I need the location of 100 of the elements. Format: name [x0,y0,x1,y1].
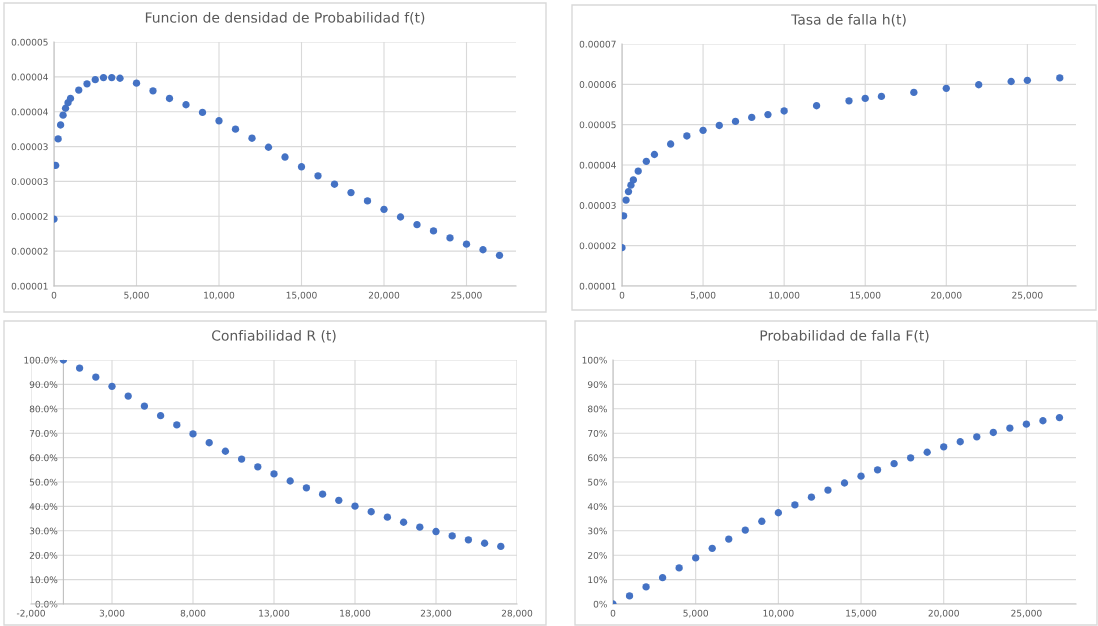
point [254,463,262,471]
point [363,197,372,205]
y-tick-label: 0.00002 [11,213,48,220]
y-tick-label: 10.0% [30,576,58,584]
point [215,117,223,125]
point [221,447,230,455]
point [857,472,865,480]
x-tick-label: 25,000 [451,291,482,300]
point [189,430,197,438]
point [942,84,950,93]
point [396,213,405,221]
point [791,501,799,509]
point [66,94,75,103]
point [642,157,650,166]
y-tick-label: 20.0% [29,551,58,559]
point [446,234,454,242]
chart-title: Probabilidad de falla F(t) [760,330,929,343]
x-tick-label: 13,000 [259,609,290,618]
point [462,240,471,248]
point [812,102,821,110]
point [758,517,766,525]
point [416,523,424,531]
point [699,126,707,134]
y-tick-label: 0.00002 [11,247,48,255]
point [286,477,294,485]
point [132,79,141,87]
point [975,81,983,89]
point [75,364,84,372]
x-tick-label: 5,000 [683,609,708,618]
y-tick-label: 0.0% [35,600,58,608]
point [140,402,149,410]
y-tick-label: 60% [588,454,607,462]
point [330,180,339,188]
y-tick-label: 60.0% [29,454,58,462]
y-tick-label: 0.00004 [11,108,48,116]
y-tick-label: 80.0% [29,405,58,413]
point [318,490,327,498]
point [497,542,505,551]
x-tick-label: 25,000 [1012,291,1043,300]
y-tick-label: 100.0% [24,356,58,364]
point [624,187,633,196]
y-tick-label: 70.0% [29,429,58,437]
point [877,92,886,101]
y-tick-label: 0.00003 [11,178,48,185]
x-tick-label: 3,000 [99,609,125,618]
x-tick-label: 8,000 [180,609,206,618]
point [380,205,388,213]
point [91,75,99,84]
y-tick-label: 50% [588,478,607,486]
y-tick-label: 0.00004 [11,73,48,81]
y-tick-label: 40% [587,503,607,510]
point [351,502,359,510]
point [495,251,504,259]
point [642,583,650,591]
point [92,373,100,381]
y-tick-label: 70% [588,429,607,437]
y-tick-label: 30.0% [29,527,58,535]
point [764,110,772,119]
point [367,508,375,516]
point [1055,413,1064,422]
point [725,535,733,543]
point [748,113,756,122]
x-tick-label: 5,000 [124,291,149,300]
point [1006,424,1014,432]
chart-title: Funcion de densidad de Probabilidad f(t) [145,12,425,25]
y-tick-label: 100% [582,356,607,364]
point [1022,420,1031,428]
x-tick-label: 10,000 [204,291,235,300]
point [108,73,116,82]
y-tick-label: 0.00005 [579,121,616,129]
y-tick-label: 20% [588,551,607,559]
y-tick-label: 0.00002 [579,242,616,250]
y-tick-label: 90.0% [29,381,58,388]
point [182,101,190,109]
chart-title: Confiabilidad R (t) [212,330,336,343]
point [622,196,630,204]
point [731,117,740,126]
x-tick-label: 18,000 [340,609,371,618]
point [399,518,408,526]
point [59,111,67,119]
x-tick-label: 20,000 [368,291,400,300]
x-tick-label: 0 [619,291,625,299]
y-tick-label: 0.00001 [579,282,616,290]
chart-title: Tasa de falla h(t) [791,14,906,27]
x-tick-label: 5,000 [690,291,716,300]
point [708,544,716,553]
point [464,536,473,544]
point [83,80,91,88]
y-tick-label: 80% [587,405,607,413]
point [99,73,108,82]
point [989,428,997,437]
point [205,439,213,447]
point [314,172,322,180]
point [237,455,246,463]
point [650,150,659,159]
y-tick-label: 90% [587,381,607,388]
y-tick-label: 0.00001 [11,282,48,290]
point [873,466,882,474]
point [297,163,306,171]
point [479,246,487,254]
